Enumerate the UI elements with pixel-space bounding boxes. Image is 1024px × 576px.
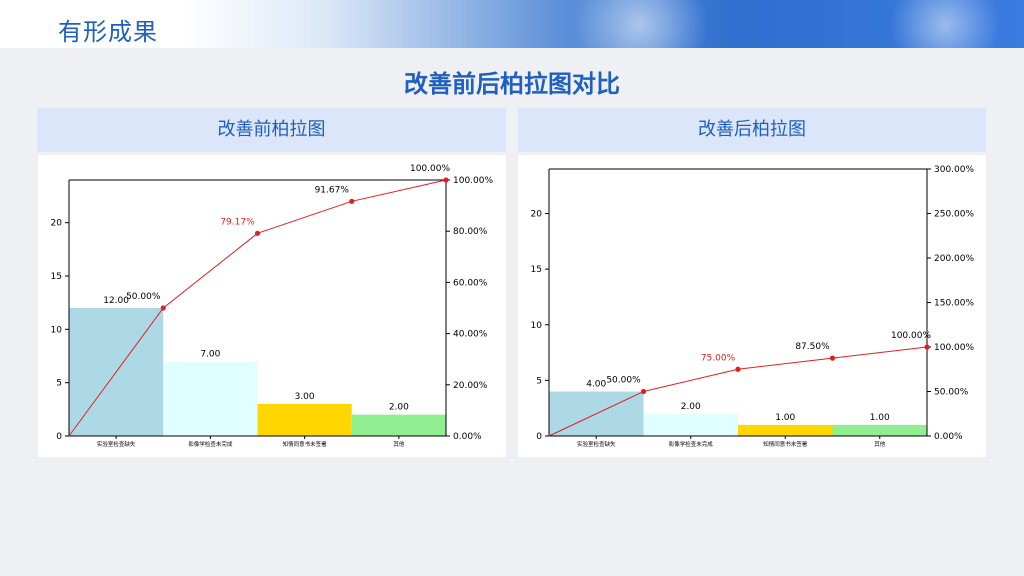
y-tick-label: 0	[536, 432, 542, 442]
bar-value-label: 4.00	[586, 380, 606, 390]
y2-tick-label: 150.00%	[934, 299, 974, 309]
y-tick-label: 10	[51, 325, 63, 335]
bar-value-label: 7.00	[200, 349, 220, 359]
y2-tick-label: 0.00%	[934, 432, 963, 442]
cumulative-percent-label: 75.00%	[701, 353, 736, 363]
comparison-title: 改善前后柏拉图对比	[404, 70, 620, 98]
y2-tick-label: 60.00%	[453, 278, 488, 288]
bar	[163, 361, 258, 436]
cumulative-percent-label: 79.17%	[220, 217, 255, 227]
y2-tick-label: 300.00%	[934, 165, 974, 175]
y2-tick-label: 100.00%	[934, 343, 974, 353]
cumulative-point	[640, 388, 647, 395]
page-heading: 有形成果	[58, 18, 158, 46]
bar	[643, 413, 738, 436]
cumulative-percent-label: 100.00%	[410, 164, 450, 174]
bar	[738, 424, 833, 436]
bar	[351, 414, 446, 436]
pareto-chart-before: 12.00 7.00 3.00 2.00 0 5 10 15 20 0.00% 20.00% 40.0…	[38, 155, 506, 457]
bar	[832, 424, 927, 436]
x-category-label: 其他	[874, 440, 886, 448]
y2-tick-label: 50.00%	[934, 388, 969, 398]
x-category-label: 影像学检查未完成	[669, 440, 714, 448]
bar-value-label: 1.00	[870, 413, 890, 423]
cumulative-point	[160, 305, 166, 311]
bar-value-label: 2.00	[681, 402, 701, 412]
cumulative-percent-label: 50.00%	[606, 376, 641, 386]
y-tick-label: 20	[531, 210, 543, 220]
bar-value-label: 1.00	[775, 413, 795, 423]
y2-tick-label: 200.00%	[934, 254, 974, 264]
y2-tick-label: 100.00%	[453, 176, 493, 186]
y2-tick-label: 40.00%	[453, 330, 488, 340]
cumulative-percent-label: 50.00%	[126, 292, 161, 302]
y-tick-label: 5	[536, 376, 542, 386]
x-category-label: 实验室检查缺失	[97, 440, 136, 448]
panel-header-before: 改善前柏拉图	[37, 108, 506, 152]
cumulative-point	[349, 198, 355, 204]
y-tick-label: 5	[56, 379, 62, 389]
pareto-chart-after-svg: 4.002.001.00 1.00051015200.00%50.00%100.0…	[531, 165, 975, 448]
pareto-chart-after: 4.00 2.00 1.00 1.00 0 5 10 15 20 0.00% 50.00% 100.0…	[518, 155, 986, 457]
cumulative-percent-label: 100.00%	[891, 331, 931, 341]
y-tick-label: 20	[51, 219, 63, 229]
cumulative-point	[443, 177, 449, 183]
cumulative-point	[254, 230, 261, 236]
y2-tick-label: 20.00%	[453, 381, 488, 391]
y2-tick-label: 80.00%	[453, 227, 488, 237]
bar	[257, 404, 352, 436]
bar-value-label: 3.00	[295, 392, 315, 402]
y2-tick-label: 0.00%	[453, 432, 482, 442]
cumulative-percent-label: 87.50%	[795, 342, 830, 352]
x-category-label: 实验室检查缺失	[577, 440, 616, 448]
cumulative-point	[829, 355, 836, 361]
y-tick-label: 0	[56, 432, 62, 442]
pareto-chart-before-svg: 12.00 7.00 3.00 2.00 0 5 10 15 20 0.00% 20.00% 40.0…	[51, 164, 494, 448]
x-category-label: 其他	[393, 440, 405, 448]
bar-value-label: 2.00	[389, 403, 409, 413]
banner-decoration	[880, 0, 1010, 48]
x-category-label: 知情同意书未签署	[283, 440, 328, 448]
cumulative-percent-label: 91.67%	[315, 185, 350, 195]
bar-value-label: 12.00	[103, 296, 129, 306]
cumulative-point	[924, 344, 930, 350]
x-category-label: 影像学检查未完成	[188, 440, 233, 448]
y-tick-label: 15	[51, 272, 62, 282]
y2-tick-label: 250.00%	[934, 210, 974, 220]
y-tick-label: 15	[531, 265, 542, 275]
top-banner	[0, 0, 1024, 48]
x-category-label: 知情同意书未签署	[763, 440, 808, 448]
panel-header-after: 改善后柏拉图	[518, 108, 986, 152]
y-tick-label: 10	[531, 321, 543, 331]
banner-decoration	[560, 0, 720, 48]
cumulative-point	[735, 366, 741, 372]
